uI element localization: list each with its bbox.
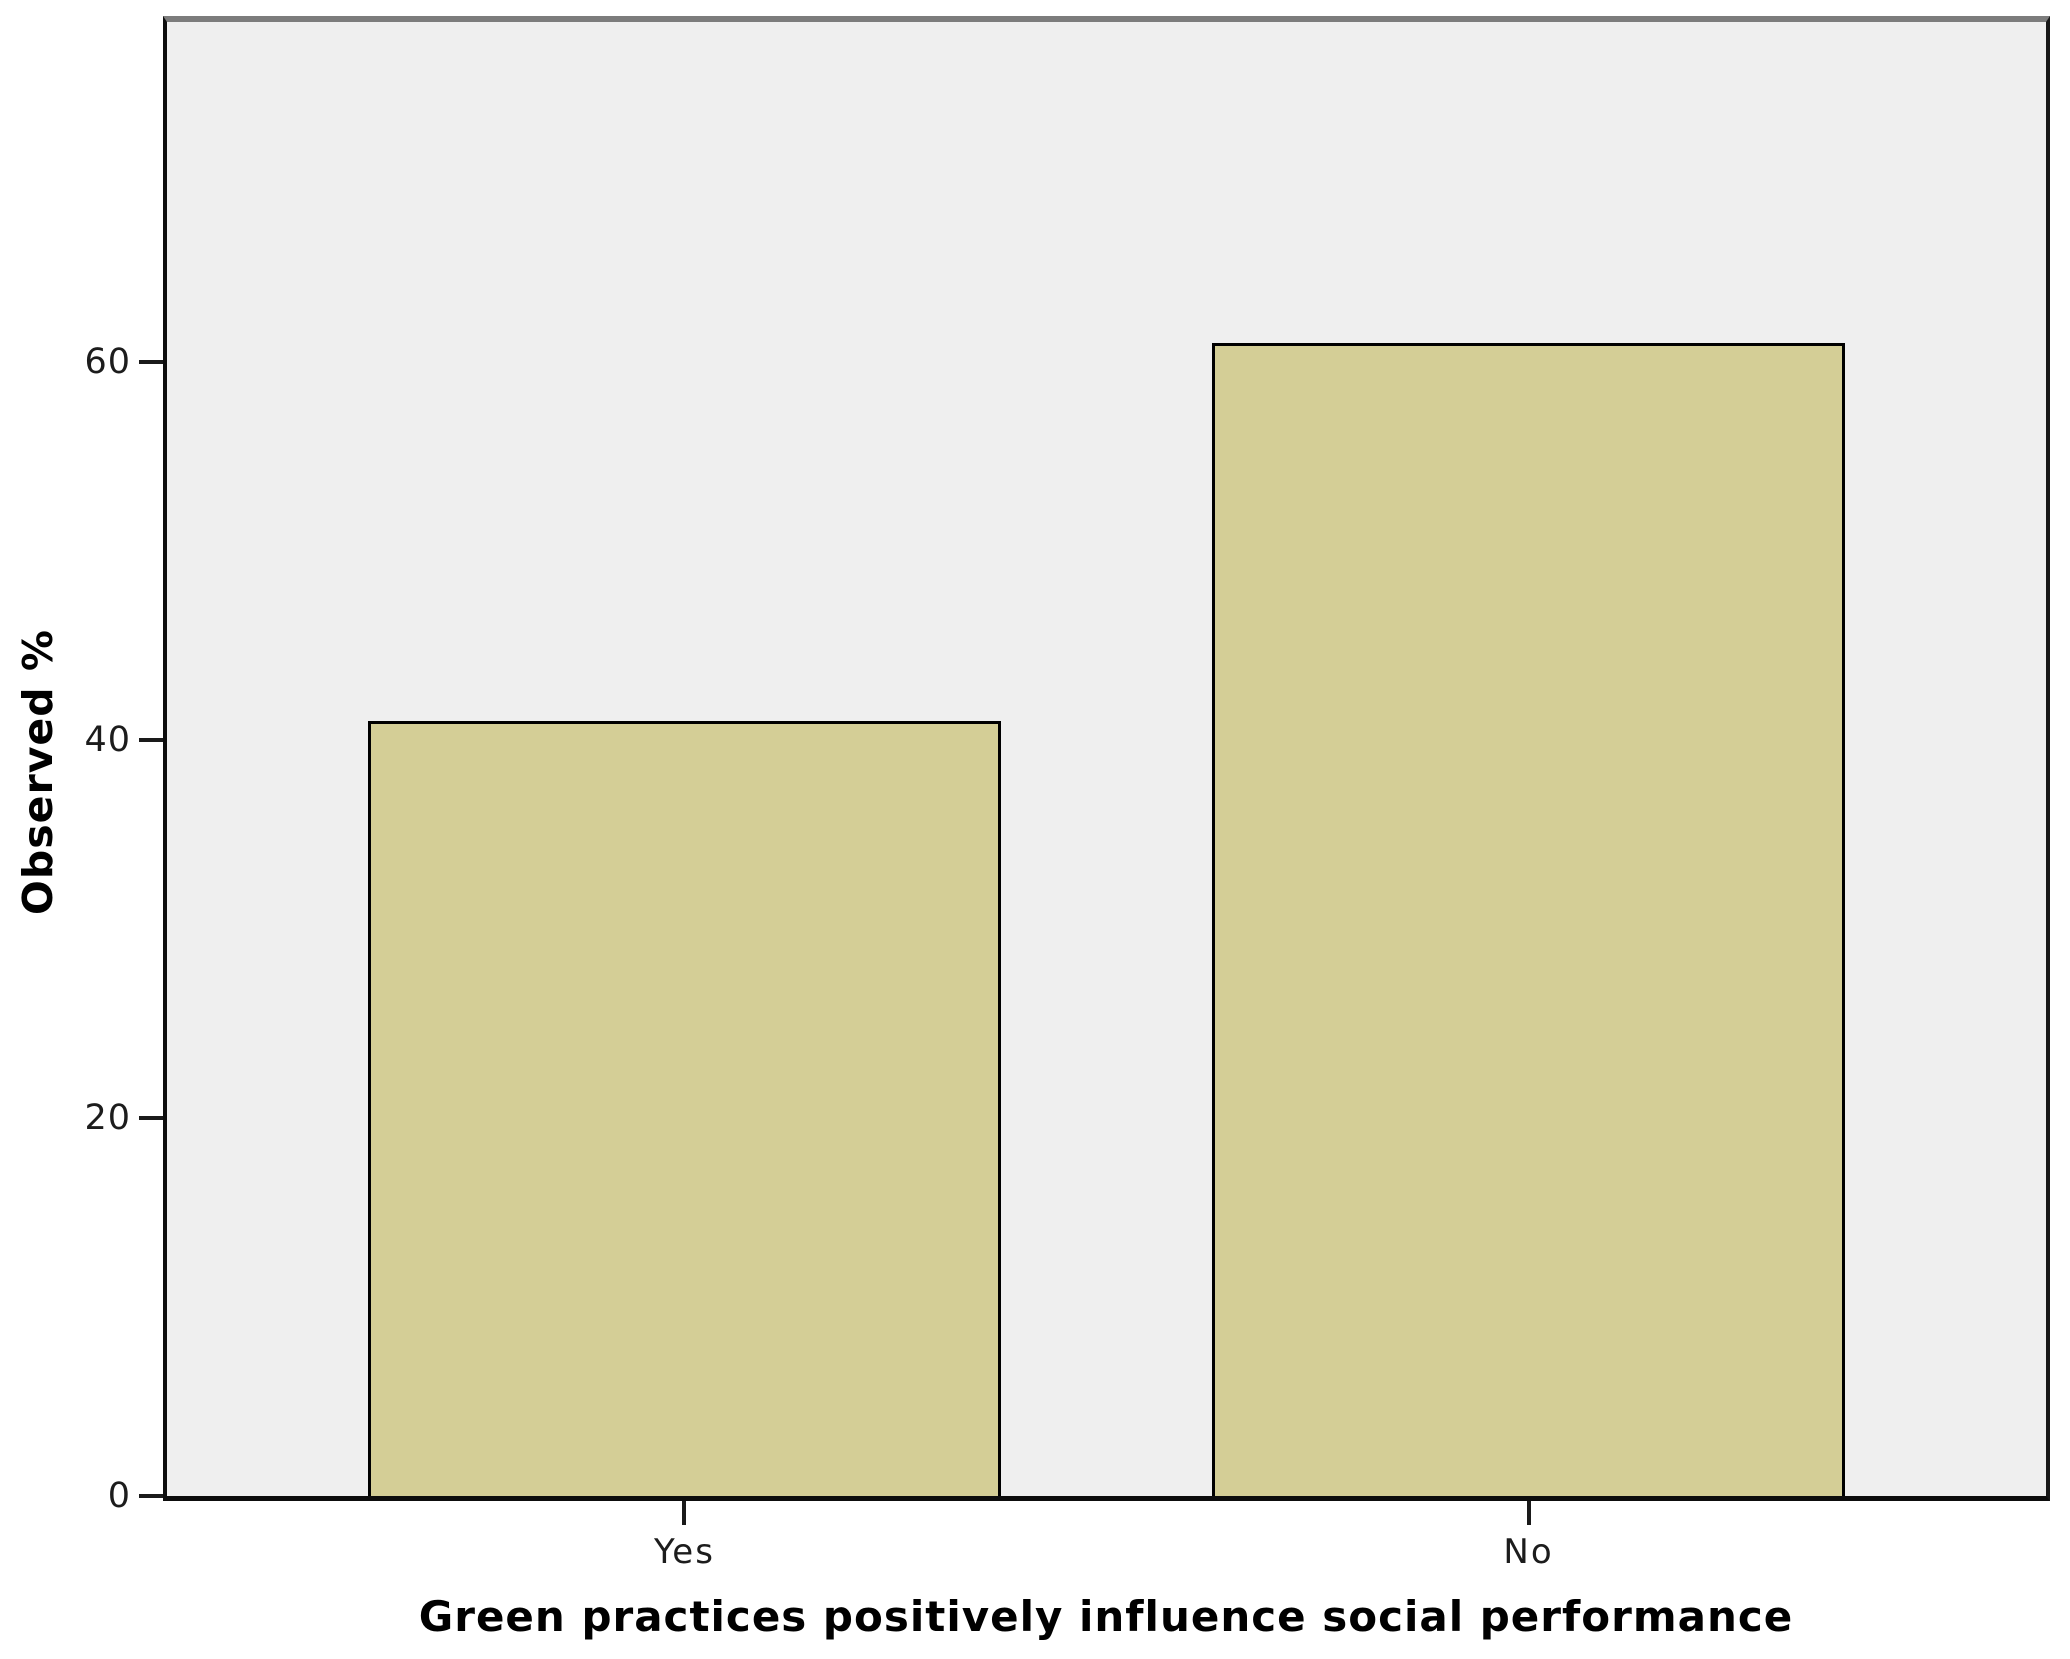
y-tick-mark <box>139 738 163 743</box>
x-tick-mark <box>1526 1501 1531 1525</box>
y-tick-label-0: 0 <box>107 1476 131 1516</box>
bar-yes <box>368 721 1001 1496</box>
bar-no <box>1212 343 1845 1496</box>
x-tick-label-no: No <box>1503 1532 1554 1572</box>
x-tick-mark <box>682 1501 687 1525</box>
x-axis-title: Green practices positively influence soc… <box>418 1592 1794 1641</box>
y-axis-title: Observed % <box>14 629 62 915</box>
y-tick-mark <box>139 1494 163 1498</box>
plot-area: Yes No 0 20 40 60 <box>84 16 2050 1572</box>
y-tick-label-40: 40 <box>84 720 131 761</box>
y-tick-label-60: 60 <box>84 342 131 383</box>
y-tick-mark <box>139 1116 163 1121</box>
y-tick-label-20: 20 <box>84 1098 131 1139</box>
x-tick-label-yes: Yes <box>654 1532 715 1572</box>
y-tick-mark <box>139 360 163 365</box>
